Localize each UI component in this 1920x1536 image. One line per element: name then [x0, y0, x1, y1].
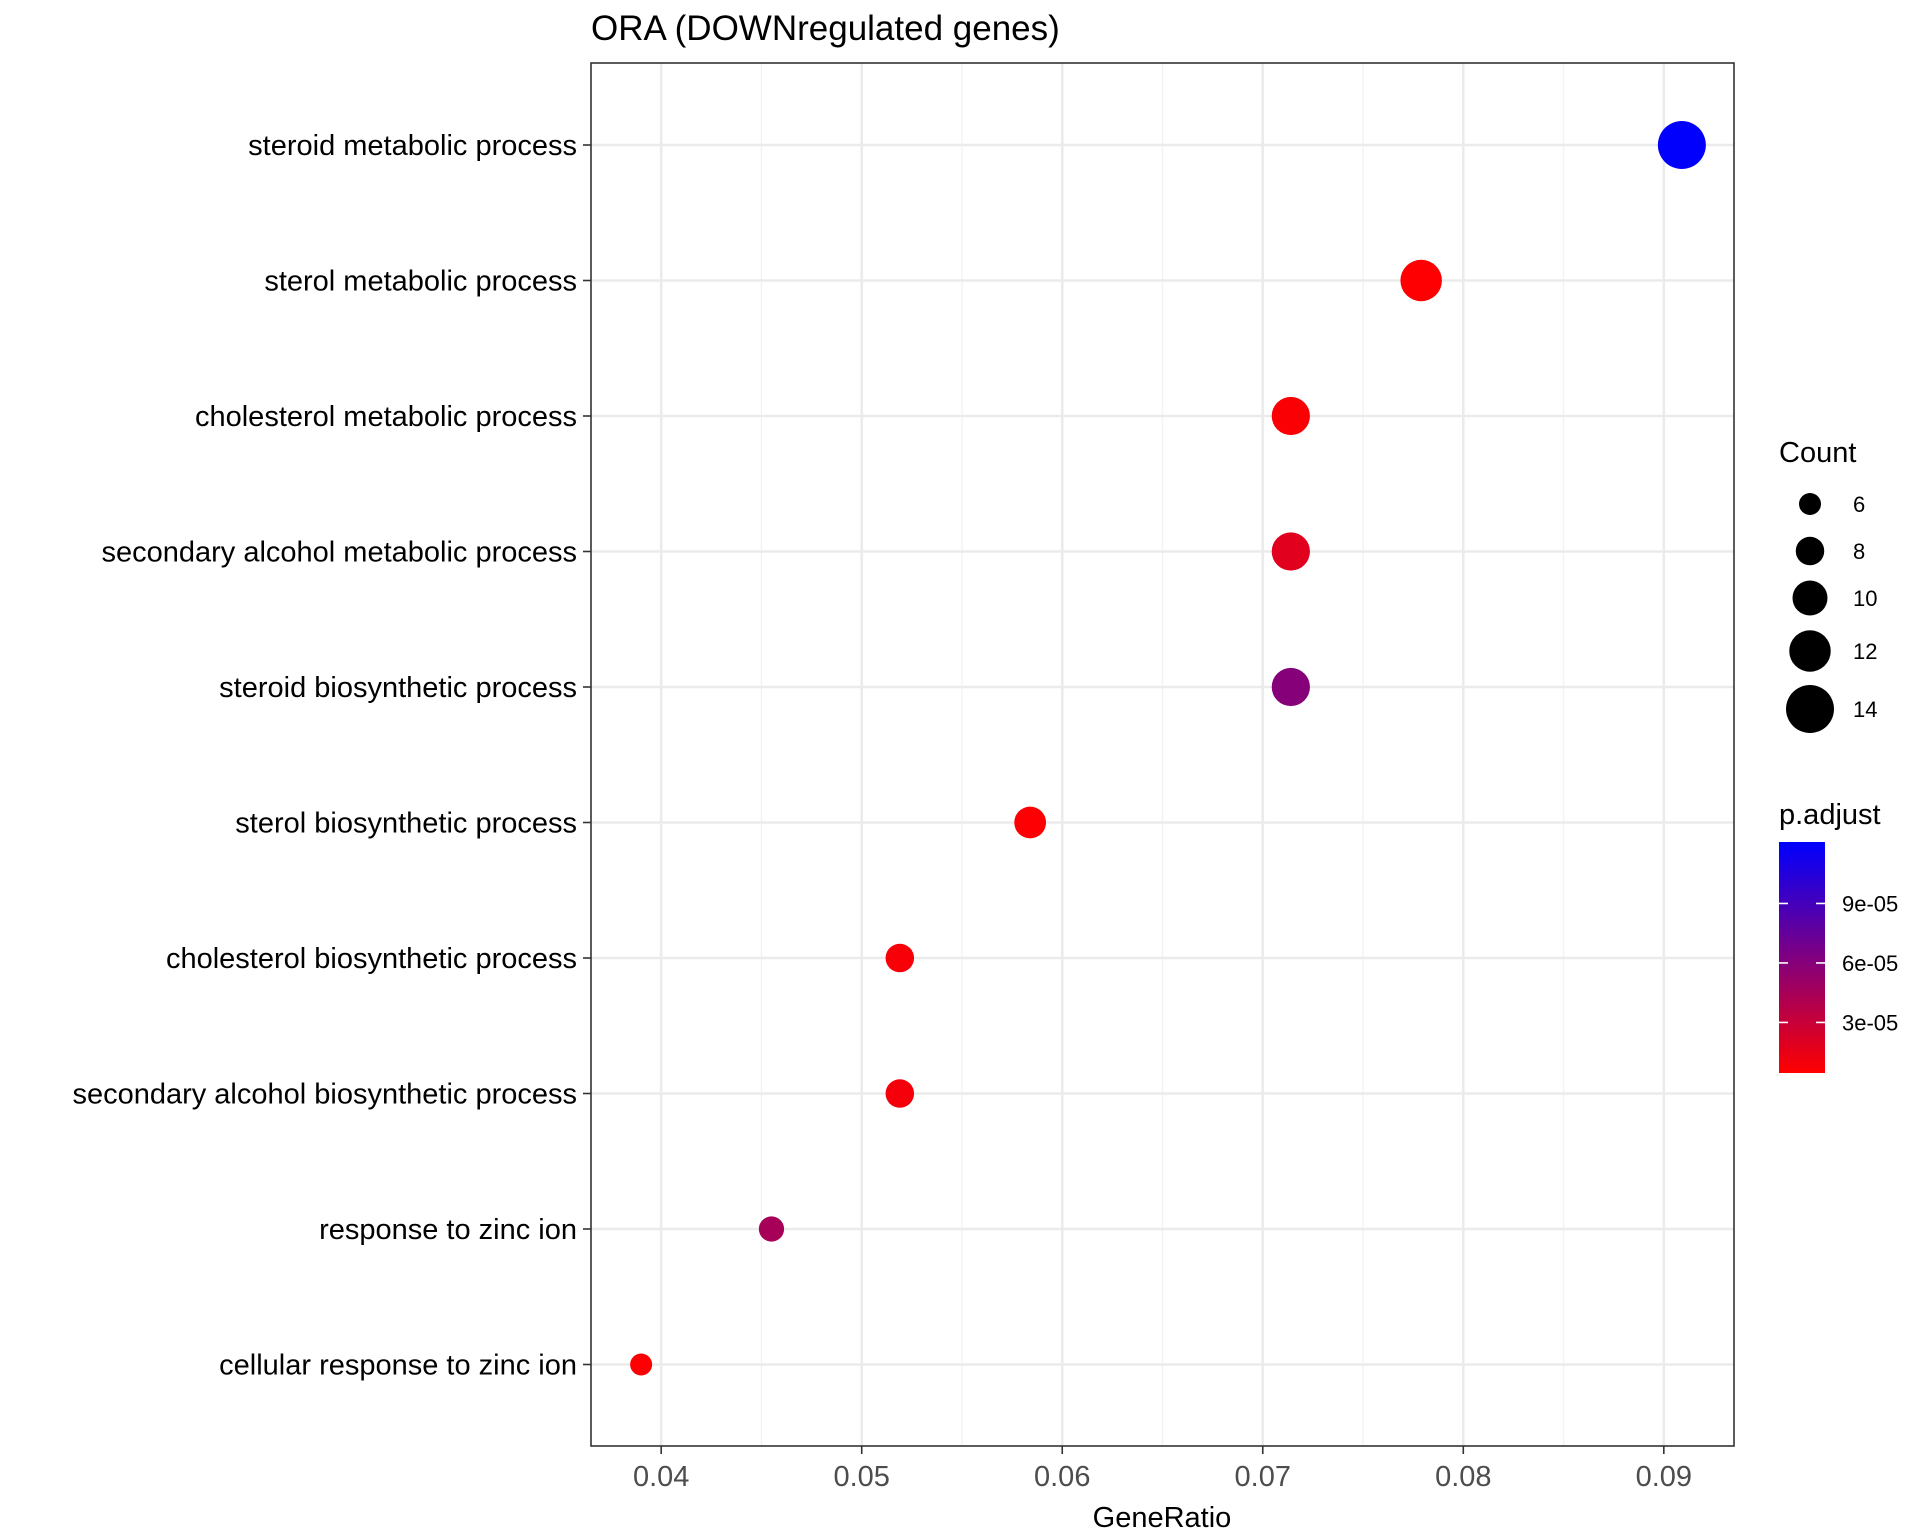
- data-point: [1271, 396, 1310, 436]
- x-tick-label: 0.09: [1636, 1461, 1692, 1493]
- color-bar: [1779, 842, 1825, 1073]
- data-point: [1271, 667, 1310, 707]
- size-legend-label: 8: [1853, 539, 1865, 564]
- x-tick-label: 0.06: [1034, 1461, 1090, 1493]
- size-legend-key: [1786, 685, 1834, 733]
- category-label: sterol biosynthetic process: [235, 808, 577, 840]
- data-point: [1657, 121, 1706, 169]
- color-legend-label: 3e-05: [1842, 1010, 1898, 1035]
- size-legend-title: Count: [1779, 437, 1856, 469]
- data-point: [758, 1216, 785, 1242]
- x-tick-label: 0.04: [633, 1461, 689, 1493]
- category-label: secondary alcohol biosynthetic process: [72, 1079, 577, 1111]
- data-point: [1014, 806, 1047, 839]
- color-legend-label: 6e-05: [1842, 951, 1898, 976]
- category-label: steroid metabolic process: [248, 130, 577, 162]
- chart-title: ORA (DOWNregulated genes): [591, 9, 1060, 48]
- size-legend-key: [1789, 630, 1831, 672]
- category-label: sterol metabolic process: [264, 266, 577, 298]
- category-label: secondary alcohol metabolic process: [101, 537, 577, 569]
- x-tick-label: 0.07: [1235, 1461, 1291, 1493]
- color-legend-title: p.adjust: [1779, 799, 1881, 831]
- data-point: [1271, 532, 1310, 571]
- x-tick-label: 0.08: [1435, 1461, 1491, 1493]
- x-tick-label: 0.05: [833, 1461, 889, 1493]
- data-point: [885, 1079, 915, 1108]
- category-label: steroid biosynthetic process: [219, 672, 577, 704]
- panel-border: [590, 62, 1735, 1447]
- size-legend-label: 10: [1853, 586, 1877, 611]
- category-label: cellular response to zinc ion: [219, 1350, 577, 1382]
- x-axis-title: GeneRatio: [1093, 1502, 1232, 1534]
- size-legend-key: [1792, 580, 1828, 616]
- size-legend-key: [1799, 493, 1821, 515]
- data-point: [885, 943, 915, 973]
- data-point: [630, 1353, 653, 1376]
- category-label: cholesterol biosynthetic process: [166, 943, 577, 975]
- data-point: [1400, 259, 1442, 302]
- size-legend-label: 12: [1853, 639, 1877, 664]
- category-label: response to zinc ion: [319, 1214, 577, 1246]
- size-legend-key: [1795, 536, 1825, 566]
- size-legend-label: 6: [1853, 492, 1865, 517]
- color-legend: p.adjust 3e-05 6e-05 9e-05: [1779, 799, 1898, 1073]
- plot-panel: 0.04 0.05 0.06 0.07 0.08 0.09 steroid metaboli…: [72, 62, 1735, 1493]
- color-legend-label: 9e-05: [1842, 891, 1898, 916]
- category-label: cholesterol metabolic process: [195, 401, 577, 433]
- size-legend-label: 14: [1853, 697, 1877, 722]
- size-legend: Count 6 8 10 12 14: [1779, 437, 1877, 733]
